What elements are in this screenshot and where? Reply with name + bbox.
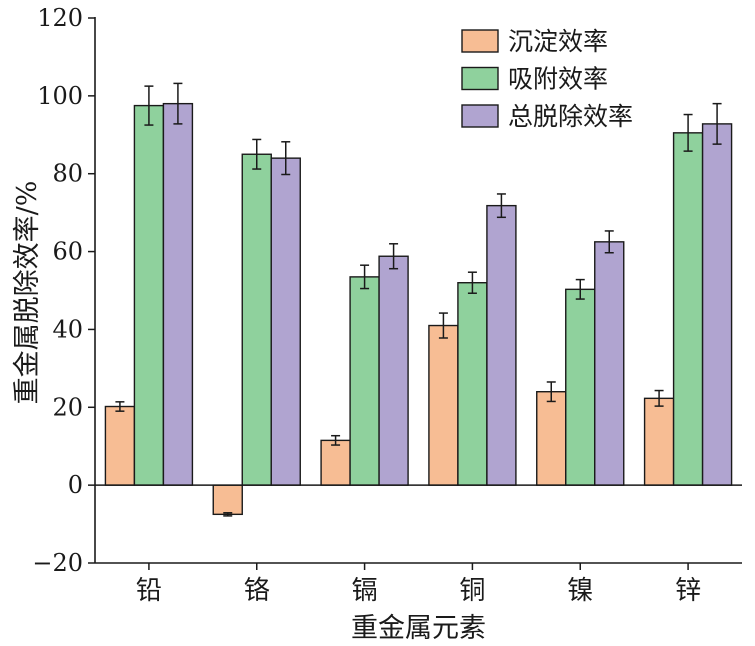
legend-swatch xyxy=(461,104,499,128)
bar-铅-沉淀效率 xyxy=(104,405,136,486)
error-bar-铬-吸附效率 xyxy=(252,138,262,170)
y-tick-label: 100 xyxy=(37,82,83,110)
x-tick-label: 铅 xyxy=(136,576,162,606)
error-bar-镍-沉淀效率 xyxy=(546,381,556,403)
plot-marks xyxy=(104,82,733,517)
error-bar-铜-沉淀效率 xyxy=(438,312,448,339)
bar-锌-吸附效率 xyxy=(672,132,704,486)
bar-铜-总脱除效率 xyxy=(486,204,517,486)
error-bar-锌-沉淀效率 xyxy=(654,389,664,407)
error-bar-镍-总脱除效率 xyxy=(604,230,614,254)
error-bar-铅-沉淀效率 xyxy=(115,401,125,412)
bar-铅-总脱除效率 xyxy=(162,102,194,486)
x-tick-label: 镍 xyxy=(567,576,593,606)
error-bar-铅-总脱除效率 xyxy=(173,82,183,125)
y-axis-title: 重金属脱除效率/% xyxy=(12,181,43,405)
legend-swatch xyxy=(461,66,499,91)
legend-item-沉淀效率: 沉淀效率 xyxy=(461,27,608,56)
error-bar-铬-沉淀效率 xyxy=(223,512,233,517)
x-tick-label: 铬 xyxy=(244,576,270,606)
bar-铜-沉淀效率 xyxy=(428,324,459,486)
error-bar-镍-吸附效率 xyxy=(575,278,585,300)
x-tick-label: 锌 xyxy=(675,576,701,606)
legend-item-总脱除效率: 总脱除效率 xyxy=(461,102,633,131)
x-tick-label: 铜 xyxy=(459,576,485,606)
error-bar-铅-吸附效率 xyxy=(144,85,154,126)
y-tick-label: 0 xyxy=(68,471,83,499)
y-tick-label: 60 xyxy=(52,238,83,266)
legend-label: 总脱除效率 xyxy=(508,102,633,131)
error-bar-镉-沉淀效率 xyxy=(331,434,341,446)
error-bar-铜-总脱除效率 xyxy=(496,193,506,219)
bar-镍-总脱除效率 xyxy=(594,241,625,486)
bar-镍-沉淀效率 xyxy=(536,391,567,486)
y-tick-label: −20 xyxy=(32,549,83,577)
bar-铬-沉淀效率 xyxy=(212,484,243,516)
axes: −20 0 20 40 60 80 100 120 铅 铬 镉 铜 镍 锌 xyxy=(32,4,742,606)
bar-镉-沉淀效率 xyxy=(320,439,351,486)
error-bar-铬-总脱除效率 xyxy=(281,141,291,176)
bar-锌-总脱除效率 xyxy=(701,123,733,486)
bar-铬-吸附效率 xyxy=(241,153,272,486)
legend-swatch xyxy=(461,29,499,53)
y-tick-label: 20 xyxy=(52,393,83,421)
bar-铬-总脱除效率 xyxy=(270,157,301,486)
bar-镉-吸附效率 xyxy=(349,276,380,486)
error-bar-铜-吸附效率 xyxy=(467,271,477,294)
legend-label: 沉淀效率 xyxy=(508,27,608,56)
y-tick-label: 120 xyxy=(37,4,83,32)
bar-铅-吸附效率 xyxy=(133,104,165,486)
y-tick-label: 80 xyxy=(52,160,83,188)
error-bar-镉-总脱除效率 xyxy=(389,243,399,270)
bar-铜-吸附效率 xyxy=(457,282,488,486)
bar-镍-吸附效率 xyxy=(565,288,596,486)
x-tick-label: 镉 xyxy=(352,576,378,606)
y-tick-label: 40 xyxy=(52,315,83,343)
bar-镉-总脱除效率 xyxy=(378,255,409,486)
legend-item-吸附效率: 吸附效率 xyxy=(461,65,608,94)
error-bar-锌-总脱除效率 xyxy=(712,102,722,145)
x-axis-title: 重金属元素 xyxy=(351,613,486,644)
bar-锌-沉淀效率 xyxy=(643,397,675,486)
legend-label: 吸附效率 xyxy=(508,65,608,94)
error-bar-锌-吸附效率 xyxy=(683,113,693,152)
error-bar-镉-吸附效率 xyxy=(360,264,370,290)
